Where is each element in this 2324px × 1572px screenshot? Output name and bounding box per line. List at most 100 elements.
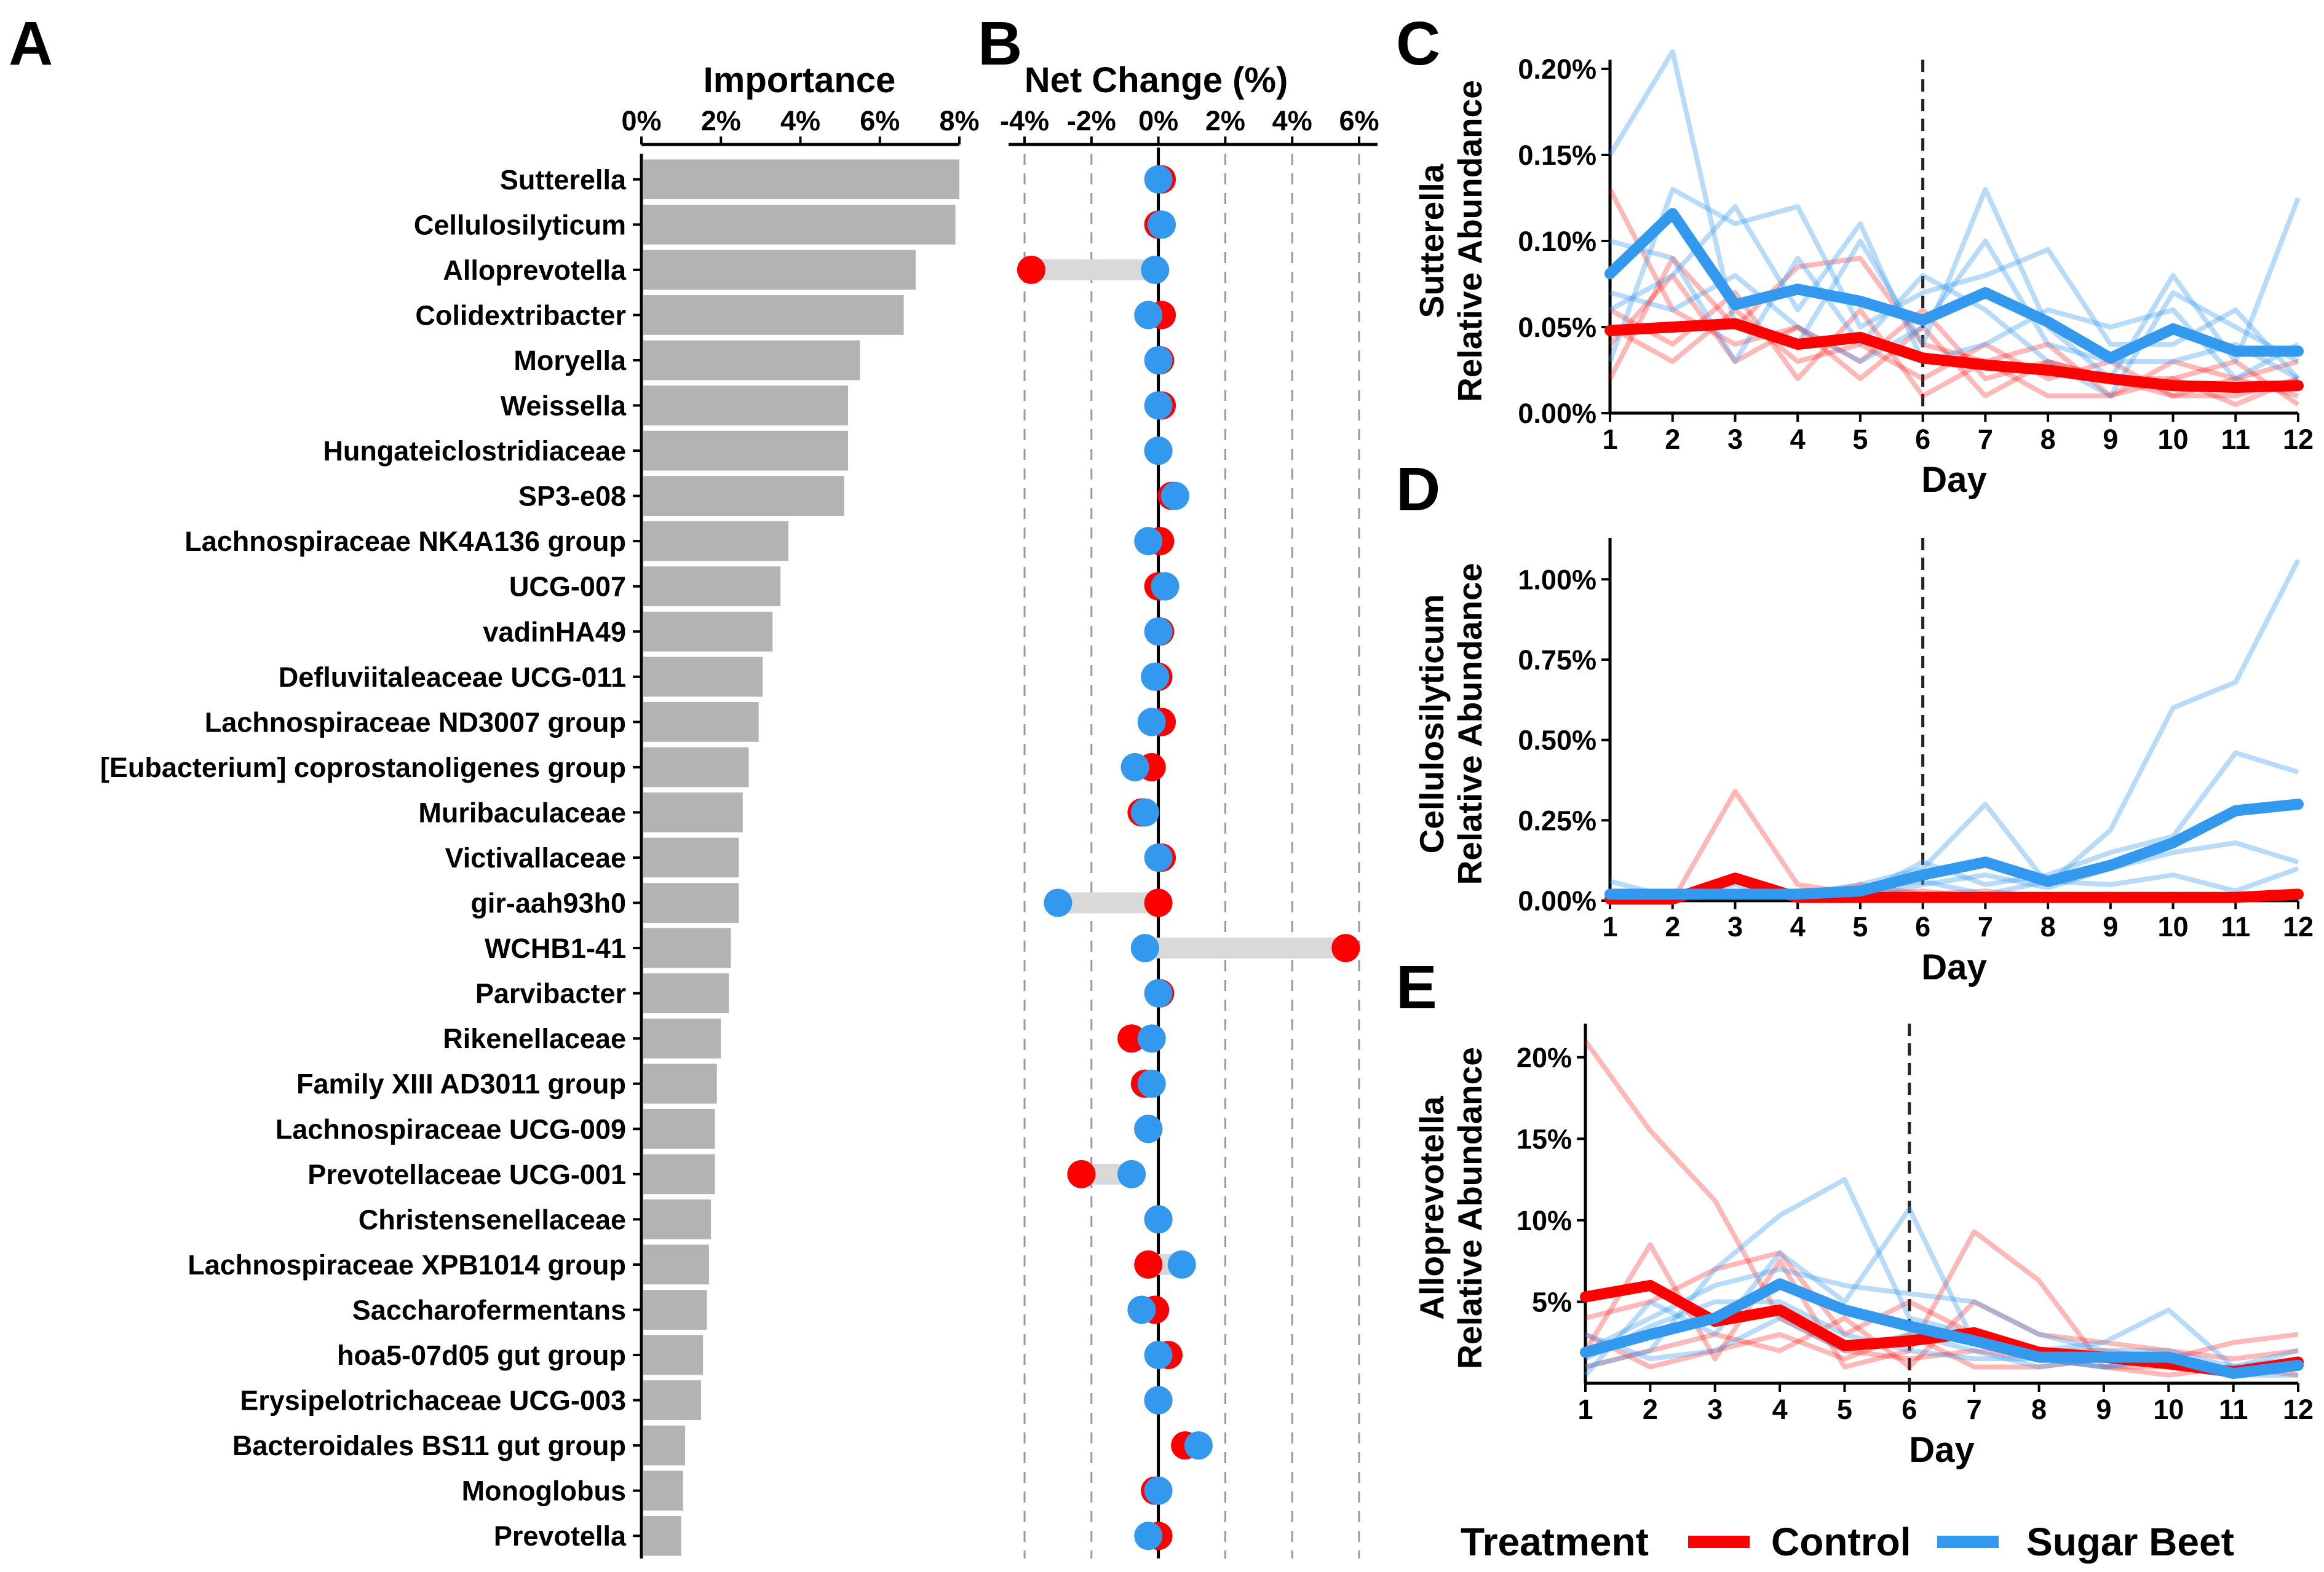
net-change-sugar-beet-point [1144, 1205, 1173, 1234]
net-change-dot-plot: Net Change (%) -4% -2% 0% 2% 4% 6% [1000, 60, 1379, 1558]
importance-bar [643, 837, 739, 878]
sutterella-y-title: Relative Abundance [1451, 80, 1489, 402]
cellulosilyticum-x-tick-label: 1 [1602, 911, 1617, 942]
alloprevotella-x-tick-label: 3 [1707, 1394, 1723, 1425]
net-change-control-point [1144, 888, 1173, 917]
importance-bar [643, 1199, 712, 1239]
importance-category-label: Lachnospiraceae NK4A136 group [184, 526, 626, 557]
importance-category-label: Prevotellaceae UCG-001 [307, 1159, 626, 1190]
net-change-x-tick-label: 6% [1339, 105, 1379, 136]
importance-bar [643, 385, 849, 425]
net-change-sugar-beet-point [1160, 481, 1189, 510]
importance-category-label: Monoglobus [462, 1475, 626, 1507]
sutterella-y-tick-label: 0.20% [1518, 53, 1596, 85]
net-change-control-point [1017, 255, 1045, 284]
cellulosilyticum-x-tick-label: 8 [2040, 911, 2056, 942]
importance-bar [643, 566, 781, 607]
importance-bar [643, 1335, 704, 1375]
importance-bar [643, 1515, 681, 1556]
net-change-sugar-beet-point [1134, 1522, 1163, 1550]
cellulosilyticum-y-tick-label: 0.75% [1518, 644, 1596, 676]
importance-category-label: Family XIII AD3011 group [296, 1068, 626, 1100]
net-change-sugar-beet-point [1137, 1069, 1166, 1098]
importance-bar [643, 1471, 683, 1511]
legend-sugar-beet-label: Sugar Beet [2026, 1520, 2234, 1564]
alloprevotella-x-tick-label: 8 [2031, 1394, 2047, 1425]
net-change-sugar-beet-point [1141, 255, 1170, 284]
importance-category-label: Christensenellaceae [359, 1204, 626, 1235]
net-change-sugar-beet-point [1137, 1024, 1166, 1053]
importance-category-label: vadinHA49 [483, 616, 626, 647]
alloprevotella-line-chart: 5%10%15%20%1 2 3 4 5 6 7 8 9 10 11 12DayAlloprevote… [1413, 1024, 2314, 1470]
importance-x-tick-label: 0% [621, 105, 661, 136]
sutterella-control-replicate-line [1608, 188, 2299, 398]
alloprevotella-y-tick-label: 5% [1532, 1286, 1572, 1317]
sutterella-x-tick-label: 6 [1915, 424, 1930, 455]
net-change-x-tick-label: -4% [1000, 105, 1049, 136]
net-change-control-point [1067, 1159, 1096, 1188]
sutterella-x-tick-label: 5 [1852, 424, 1868, 455]
importance-category-label: Lachnospiraceae XPB1014 group [188, 1249, 626, 1281]
net-change-control-point [1331, 934, 1360, 963]
importance-category-label: hoa5-07d05 gut group [337, 1340, 626, 1371]
sutterella-line-chart: 0.00%0.05%0.10%0.15%0.20%1 2 3 4 5 6 7 8 9 10 11 12… [1413, 49, 2314, 500]
cellulosilyticum-y-tick-label: 0.25% [1518, 805, 1596, 836]
importance-category-label: Colidextribacter [415, 299, 626, 331]
net-change-sugar-beet-point [1134, 527, 1163, 556]
legend-control-label: Control [1771, 1520, 1911, 1564]
cellulosilyticum-x-tick-label: 11 [2221, 911, 2250, 942]
net-change-x-tick-label: -2% [1067, 105, 1116, 136]
cellulosilyticum-x-tick-label: 10 [2158, 911, 2189, 942]
net-change-sugar-beet-point [1144, 436, 1173, 465]
importance-bar [643, 295, 904, 335]
importance-title: Importance [704, 60, 896, 100]
cellulosilyticum-y-tick-label: 0.50% [1518, 725, 1596, 756]
importance-bar [643, 1244, 709, 1285]
sutterella-x-tick-label: 1 [1602, 424, 1617, 455]
sutterella-y-tick-label: 0.05% [1518, 312, 1596, 343]
net-change-sugar-beet-point [1184, 1431, 1213, 1460]
net-change-sugar-beet-point [1120, 752, 1149, 781]
sutterella-x-tick-label: 2 [1665, 424, 1680, 455]
cellulosilyticum-y-tick-label: 1.00% [1518, 564, 1596, 595]
importance-bar [643, 1018, 721, 1059]
net-change-sugar-beet-point [1167, 1250, 1196, 1279]
cellulosilyticum-x-tick-label: 12 [2283, 911, 2314, 942]
importance-category-label: Weissella [501, 390, 627, 422]
importance-category-label: Hungateiclostridiaceae [323, 435, 626, 467]
importance-bar [643, 883, 739, 923]
cellulosilyticum-x-tick-label: 3 [1727, 911, 1743, 942]
cellulosilyticum-line-chart: 0.00%0.25%0.50%0.75%1.00%1 2 3 4 5 6 7 8 9 10 11 12… [1413, 538, 2314, 987]
alloprevotella-y-title: Alloprevotella [1413, 1096, 1451, 1320]
importance-bar [643, 476, 844, 516]
importance-bar [643, 1425, 686, 1466]
importance-bar [643, 611, 773, 652]
legend-title: Treatment [1461, 1520, 1649, 1564]
alloprevotella-sugar-beet-replicate-line [1585, 1177, 2299, 1370]
net-change-sugar-beet-point [1127, 1295, 1156, 1324]
importance-bar [643, 204, 956, 245]
cellulosilyticum-y-tick-label: 0.00% [1518, 885, 1596, 917]
alloprevotella-x-tick-label: 1 [1577, 1394, 1593, 1425]
net-change-x-tick-label: 4% [1272, 105, 1312, 136]
net-change-sugar-beet-point [1144, 617, 1173, 646]
net-change-control-point [1117, 1024, 1146, 1053]
importance-bar [643, 1064, 717, 1104]
importance-bar [643, 1380, 701, 1420]
alloprevotella-sugar-beet-replicate-line [1584, 1266, 2299, 1370]
net-change-sugar-beet-point [1151, 572, 1180, 601]
importance-x-tick-label: 8% [939, 105, 979, 136]
importance-bar [643, 250, 916, 290]
net-change-sugar-beet-point [1144, 1341, 1173, 1370]
importance-category-label: Prevotella [494, 1520, 627, 1552]
importance-category-label: Alloprevotella [443, 255, 627, 286]
sutterella-x-title: Day [1921, 460, 1986, 500]
sutterella-x-tick-label: 7 [1978, 424, 1993, 455]
importance-bar [643, 340, 860, 381]
importance-x-tick-label: 6% [860, 105, 900, 136]
net-change-sugar-beet-point [1144, 1386, 1173, 1415]
alloprevotella-x-title: Day [1909, 1430, 1974, 1470]
alloprevotella-control-replicate-line [1583, 1229, 2299, 1378]
net-change-sugar-beet-point [1134, 301, 1163, 330]
